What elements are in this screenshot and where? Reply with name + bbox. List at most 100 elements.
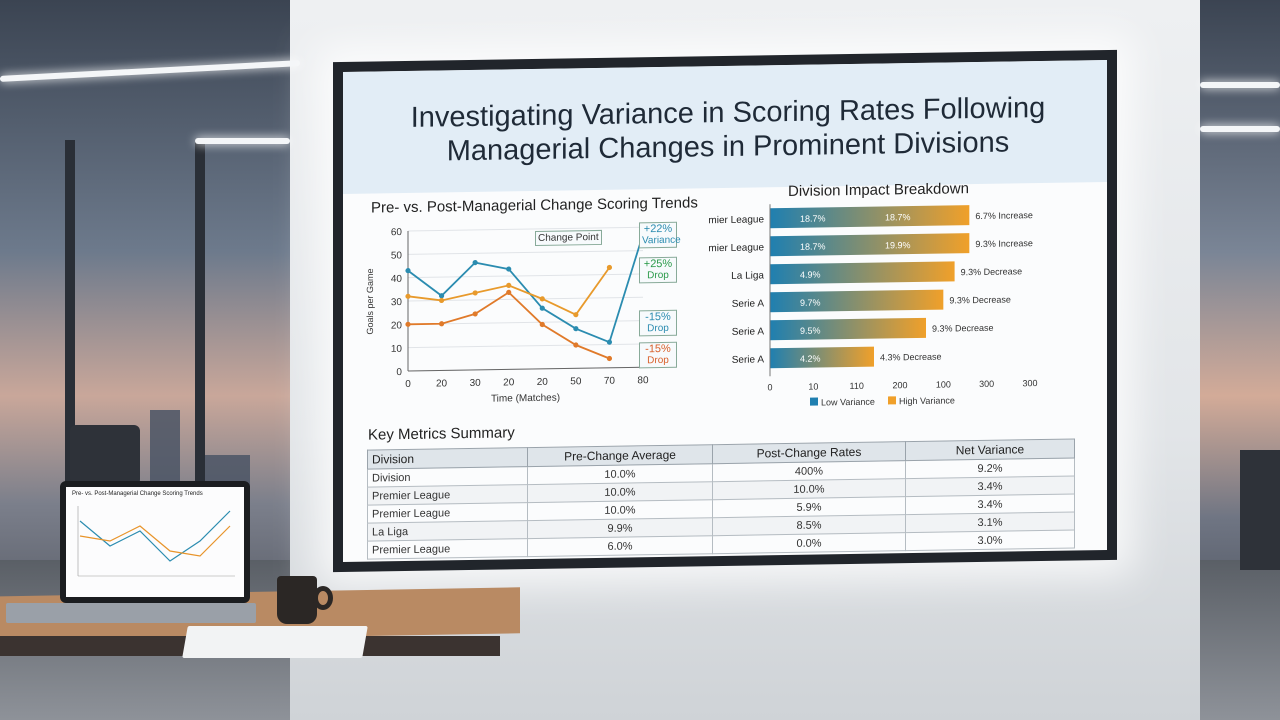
bar-chart: Premier League 18.7% 18.7% 6.7% Increase Pre… [708,204,1038,408]
callout-label: Drop [647,269,669,282]
data-point [573,342,579,348]
data-point [506,289,512,295]
x-tick-label: 20 [503,377,515,388]
callout-variance: +22% Variance [639,221,681,249]
legend-label: High Variance [899,395,955,406]
bar [770,346,874,369]
legend-swatch [888,396,896,405]
line-chart: 0 10 20 30 40 50 60 0 20 30 20 20 50 70 80 Time (Matche… [365,226,649,405]
y-tick-label: 40 [391,274,403,285]
data-point [472,311,478,317]
table-cell: Premier League [367,538,528,560]
bar-label: 4.2% [800,354,821,364]
data-point [606,264,613,271]
data-point [472,290,478,296]
x-tick-label: 50 [570,376,582,387]
category-label: Premier League [708,242,764,254]
bar-label: 9.7% [800,298,821,308]
data-point [438,321,445,327]
bar-label: 9.5% [800,326,821,336]
gridline [408,250,643,255]
category-label: Serie A [732,298,765,310]
x-tick-label: 10 [808,382,818,392]
data-point [405,268,411,274]
ceiling-light [1200,82,1280,88]
y-tick-label: 60 [391,227,403,238]
data-point [506,282,512,288]
bar-end-label: 6.7% Increase [975,210,1033,221]
notebook [182,626,368,658]
bar-label: 18.7% [885,212,911,222]
x-tick-label: 70 [604,376,616,387]
laptop-chart-title: Pre- vs. Post-Managerial Change Scoring … [72,491,203,497]
mug-handle [313,586,333,610]
laptop-display: Pre- vs. Post-Managerial Change Scoring … [66,487,244,597]
x-tick-label: 110 [849,381,863,391]
laptop-screen: Pre- vs. Post-Managerial Change Scoring … [60,481,250,603]
bar-end-label: 9.3% Decrease [961,266,1023,277]
gridline [408,226,643,232]
table-cell: 6.0% [527,535,713,557]
callout-drop: -15% Drop [639,309,677,337]
bar-label: 19.9% [885,240,911,250]
gridline [408,343,643,349]
presentation-slide: Investigating Variance in Scoring Rates … [343,59,1107,563]
category-label: Premier League [708,214,764,226]
bar [770,317,926,341]
x-axis-label: Time (Matches) [491,393,560,405]
series-line [407,234,644,344]
y-axis-label: Goals per Game [365,268,375,334]
x-tick-label: 300 [979,379,994,389]
x-tick-label: 30 [470,378,482,389]
data-point [506,266,512,272]
category-label: Serie A [732,326,765,338]
title-banner: Investigating Variance in Scoring Rates … [343,59,1107,195]
data-point [539,305,545,311]
data-point [606,339,613,345]
callout-pct: -15% [645,342,671,356]
gridline [408,320,643,325]
data-point [405,293,411,299]
table-cell: 0.0% [712,532,906,554]
line-chart-title: Pre- vs. Post-Managerial Change Scoring … [371,194,698,217]
slide-title: Investigating Variance in Scoring Rates … [410,91,1046,168]
legend-label: Low Variance [821,397,875,408]
x-tick-label: 20 [436,378,448,389]
window-mullion [65,140,75,560]
bar-label: 18.7% [800,241,826,251]
table-cell: 3.0% [905,530,1075,551]
callout-label: Drop [647,354,669,367]
callout-pct: -15% [645,310,671,324]
x-tick-label: 80 [637,375,649,386]
callout-drop: +25% Drop [639,256,677,284]
bar-label: 4.9% [800,270,821,280]
x-tick-label: 100 [936,379,951,389]
x-axis [408,366,643,372]
bar [770,233,970,257]
metrics-table: Division Pre-Change Average Post-Change … [367,439,1075,560]
data-point [573,312,579,318]
laptop-keyboard [6,603,256,623]
y-tick-label: 10 [391,344,403,355]
data-point [573,326,579,332]
data-point [606,355,613,362]
data-point [539,321,545,328]
bar-end-label: 9.3% Decrease [932,323,994,334]
y-tick-label: 30 [391,297,403,308]
office-desk-right [1240,450,1280,570]
bar-label: 18.7% [800,213,826,223]
y-tick-label: 0 [396,367,402,378]
bar [770,205,970,229]
category-label: La Liga [731,270,764,282]
x-tick-label: 20 [537,377,549,388]
callout-pct: +22% [643,222,673,236]
data-point [438,293,445,299]
callout-drop: -15% Drop [639,341,677,369]
data-point [438,297,445,304]
y-tick-label: 20 [391,320,403,331]
change-point-annotation: Change Point [535,229,602,246]
callout-pct: +25% [643,257,673,271]
gridline [408,296,643,302]
data-point [405,321,411,327]
